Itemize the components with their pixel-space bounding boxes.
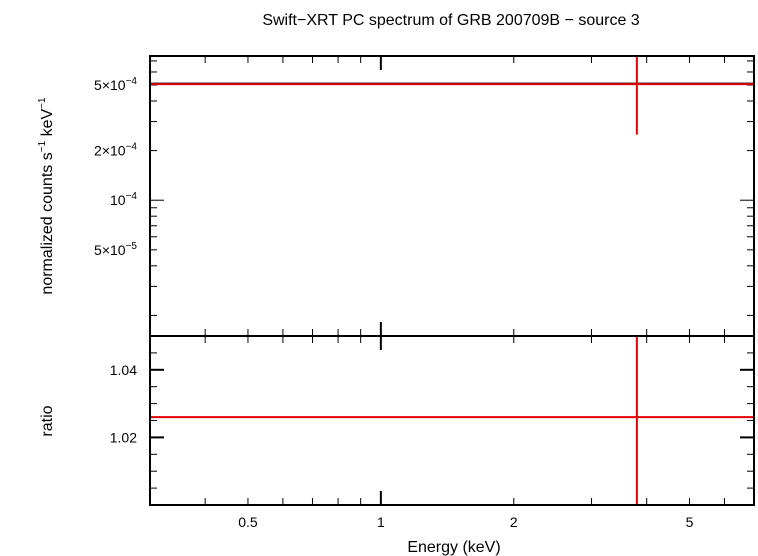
top-y-tick-label: 5×10−5 [94,241,137,258]
top-y-tick-label: 5×10−4 [94,76,137,93]
x-tick-label: 0.5 [238,514,258,530]
bottom-y-tick-label: 1.04 [110,362,137,378]
ratio-panel: 1.02 1.04 0.5 1 2 5 [110,335,755,530]
spectrum-panel-frame [149,55,755,337]
chart-title: Swift−XRT PC spectrum of GRB 200709B − s… [262,12,639,29]
bottom-y-axis-label: ratio [39,405,56,436]
top-y-tick-label: 2×10−4 [94,142,137,159]
top-y-tick-label-mantissa: 5×10 [94,77,126,93]
x-tick-label: 1 [377,514,385,530]
top-y-tick-label-mantissa: 10 [110,192,126,208]
bottom-y-tick-label: 1.02 [110,429,137,445]
top-y-axis-label-sup1: −1 [37,140,48,152]
ratio-panel-frame [149,335,755,506]
top-y-tick-label: 10−4 [110,191,137,208]
top-y-tick-label-exponent: −5 [126,241,138,252]
top-y-axis-label-main: normalized counts s [39,152,56,294]
top-y-tick-label-mantissa: 5×10 [94,242,126,258]
x-tick-label: 2 [510,514,518,530]
spectrum-panel: 5×10−42×10−410−45×10−5 [94,55,755,337]
top-y-axis-label-mid: keV [39,109,56,141]
top-y-tick-label-exponent: −4 [126,142,138,153]
top-y-tick-label-exponent: −4 [126,76,138,87]
top-y-axis-label-sup2: −1 [37,97,48,109]
top-y-tick-label-exponent: −4 [126,191,138,202]
x-tick-label: 5 [686,514,694,530]
top-y-tick-label-mantissa: 2×10 [94,143,126,159]
x-axis-label: Energy (keV) [407,539,500,556]
top-y-axis-label: normalized counts s−1 keV−1 [37,97,56,295]
